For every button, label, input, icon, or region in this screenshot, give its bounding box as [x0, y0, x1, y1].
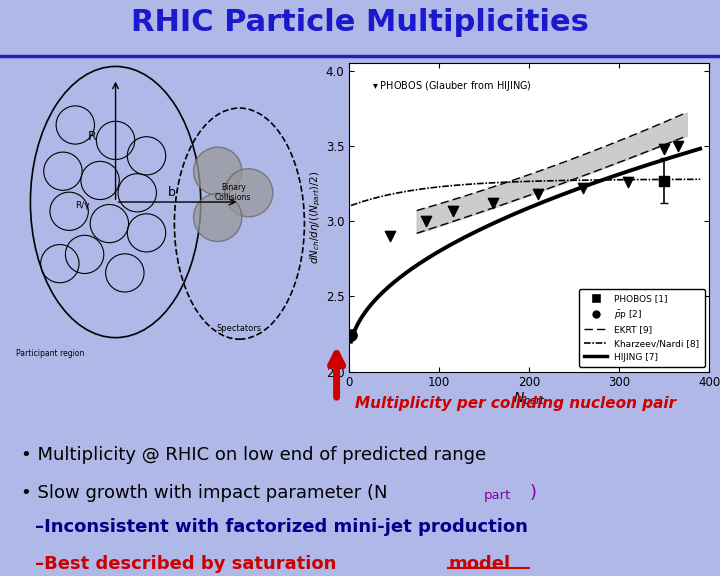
Text: ): ) [529, 484, 536, 502]
Point [659, 176, 670, 185]
Text: • Multiplicity @ RHIC on low end of predicted range: • Multiplicity @ RHIC on low end of pred… [22, 446, 487, 464]
Point [659, 145, 670, 154]
Circle shape [194, 147, 242, 195]
Circle shape [194, 194, 242, 241]
X-axis label: $N_{part}$: $N_{part}$ [513, 391, 546, 409]
Point [346, 331, 357, 340]
Legend: PHOBOS [1], $\bar{p}$p [2], EKRT [9], Kharzeev/Nardi [8], HIJING [7]: PHOBOS [1], $\bar{p}$p [2], EKRT [9], Kh… [579, 289, 705, 367]
Text: –Best described by saturation: –Best described by saturation [35, 555, 343, 573]
Text: R: R [88, 130, 96, 143]
Text: Spectators: Spectators [217, 324, 262, 333]
Text: RHIC Particle Multiplicities: RHIC Particle Multiplicities [131, 9, 589, 37]
Text: model: model [448, 555, 510, 573]
Point [577, 184, 589, 193]
Text: • Slow growth with impact parameter (N: • Slow growth with impact parameter (N [22, 484, 388, 502]
Text: –Inconsistent with factorized mini-jet production: –Inconsistent with factorized mini-jet p… [35, 518, 528, 536]
Point [487, 199, 499, 208]
Point [447, 206, 459, 215]
Text: Multiplicity per colliding nucleon pair: Multiplicity per colliding nucleon pair [354, 396, 676, 411]
Point [672, 142, 683, 151]
Text: b: b [168, 186, 176, 199]
Text: Binary
Collisions: Binary Collisions [215, 183, 251, 203]
Circle shape [225, 169, 273, 217]
Text: Participant region: Participant region [17, 349, 85, 358]
Text: R/γ: R/γ [76, 201, 90, 210]
Point [420, 217, 431, 226]
Point [533, 190, 544, 199]
Text: part: part [483, 489, 511, 502]
Point [622, 177, 634, 187]
Text: $\mathbf{\blacktriangledown}$ PHOBOS (Glauber from HIJING): $\mathbf{\blacktriangledown}$ PHOBOS (Gl… [372, 79, 531, 93]
Point [384, 232, 395, 241]
Y-axis label: $dN_{ch}/d\eta/(\langle N_{part}\rangle/2)$: $dN_{ch}/d\eta/(\langle N_{part}\rangle/… [309, 170, 323, 264]
